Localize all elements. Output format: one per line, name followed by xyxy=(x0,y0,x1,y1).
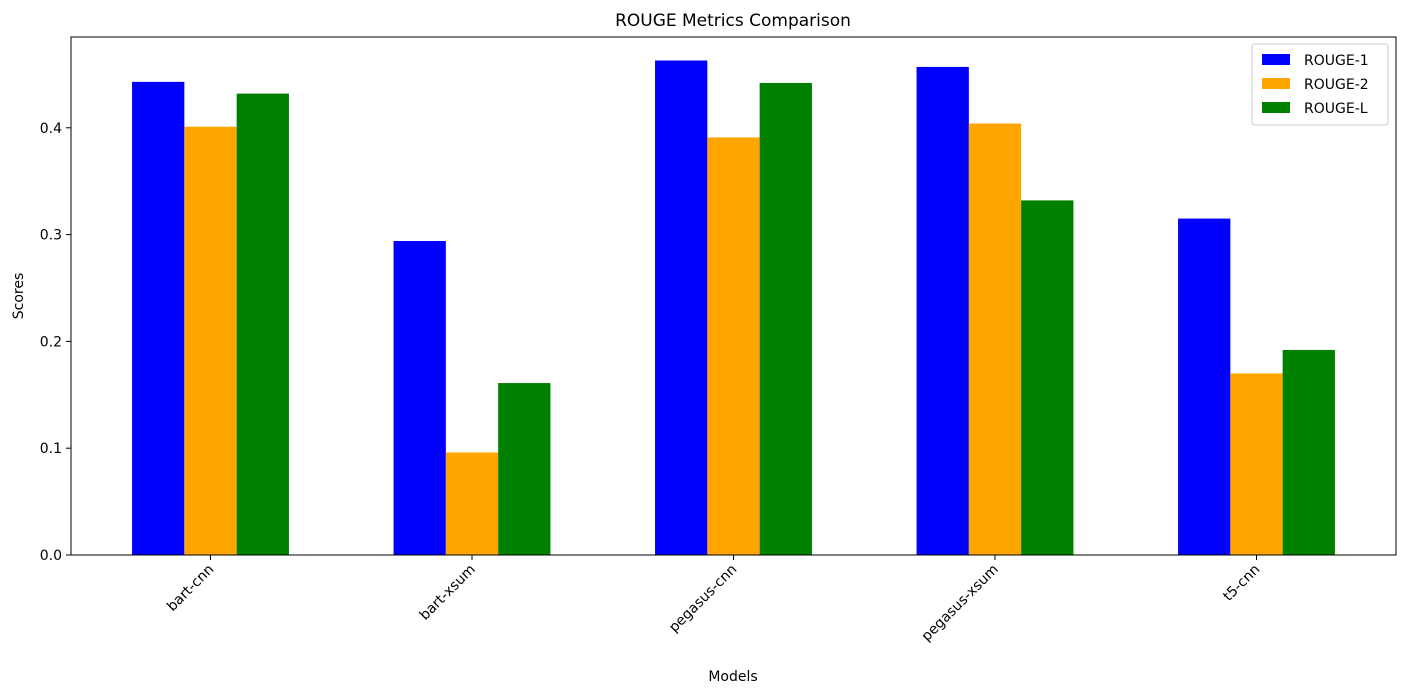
legend: ROUGE-1 ROUGE-2 ROUGE-L xyxy=(1251,43,1389,126)
bar-rouge-l-bart-cnn xyxy=(236,93,289,556)
y-tick-label: 0.2 xyxy=(40,334,62,350)
bar-rouge-1-bart-cnn xyxy=(132,81,185,556)
bar-rouge-1-t5-cnn xyxy=(1178,218,1231,555)
x-axis-title: Models xyxy=(708,669,757,685)
legend-swatch-rouge-2 xyxy=(1262,78,1290,89)
bars-layer xyxy=(132,60,1335,556)
bar-rouge-2-bart-cnn xyxy=(184,126,237,555)
bar-rouge-l-pegasus-xsum xyxy=(1021,200,1074,555)
legend-label-rouge-2: ROUGE-2 xyxy=(1304,77,1369,93)
y-axis-title: Scores xyxy=(11,273,27,320)
y-tick-label: 0.4 xyxy=(40,121,62,137)
chart-title: ROUGE Metrics Comparison xyxy=(615,11,851,31)
bar-rouge-l-t5-cnn xyxy=(1282,349,1335,555)
bar-rouge-2-pegasus-cnn xyxy=(707,137,760,555)
bar-rouge-2-pegasus-xsum xyxy=(968,123,1022,555)
bar-rouge-1-pegasus-xsum xyxy=(916,66,969,555)
bar-rouge-2-t5-cnn xyxy=(1230,373,1283,555)
bar-rouge-1-pegasus-cnn xyxy=(655,60,708,555)
y-tick-label: 0.0 xyxy=(40,548,62,564)
y-tick-label: 0.3 xyxy=(40,228,62,244)
y-tick-label: 0.1 xyxy=(40,441,62,457)
legend-label-rouge-1: ROUGE-1 xyxy=(1304,53,1369,69)
legend-label-rouge-l: ROUGE-L xyxy=(1304,101,1368,117)
y-axis: 0.0 0.1 0.2 0.3 0.4 xyxy=(40,121,71,564)
bar-rouge-l-pegasus-cnn xyxy=(759,82,812,556)
legend-swatch-rouge-1 xyxy=(1262,54,1290,65)
bar-rouge-1-bart-xsum xyxy=(393,241,446,555)
legend-swatch-rouge-l xyxy=(1262,102,1290,113)
bar-rouge-2-bart-xsum xyxy=(445,452,499,555)
bar-rouge-l-bart-xsum xyxy=(498,383,551,555)
